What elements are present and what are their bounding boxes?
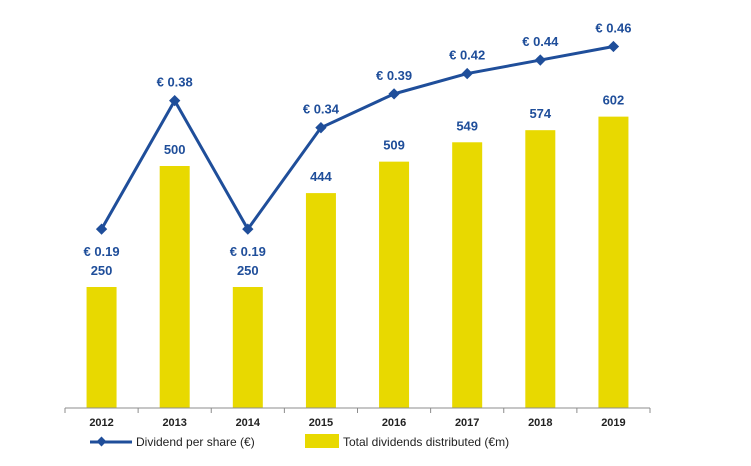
tick-label-2012: 2012 [89, 417, 113, 429]
bar-2019 [598, 116, 629, 408]
line-label-2012: € 0.19 [83, 244, 119, 259]
line-point-2017 [461, 67, 473, 80]
line-label-2019: € 0.46 [595, 21, 631, 36]
legend-bar-swatch [305, 434, 339, 448]
legend-diamond-marker [96, 436, 107, 447]
bar-data-labels: 250 500 250 444 509 549 574 602 [91, 93, 625, 278]
line-label-2014: € 0.19 [230, 244, 266, 259]
tick-label-2017: 2017 [455, 417, 479, 429]
bar-2018 [525, 130, 556, 408]
tick-label-2018: 2018 [528, 417, 552, 429]
bar-2013 [159, 166, 190, 408]
tick-label-2016: 2016 [382, 417, 406, 429]
tick-label-2015: 2015 [309, 417, 333, 429]
line-point-2018 [534, 54, 546, 66]
line-label-2013: € 0.38 [157, 75, 193, 90]
x-axis-tick-labels: 2012 2013 2014 2015 2016 2017 2018 2019 [89, 417, 625, 429]
bar-2015 [305, 193, 336, 408]
bar-label-2017: 549 [456, 118, 478, 133]
bar-2016 [379, 161, 410, 408]
x-axis-ticks [64, 408, 651, 413]
line-data-labels: € 0.19 € 0.38 € 0.19 € 0.34 € 0.39 € 0.42 € 0.… [83, 21, 631, 260]
tick-label-2019: 2019 [601, 417, 625, 429]
bar-label-2015: 444 [310, 169, 332, 184]
line-label-2017: € 0.42 [449, 48, 485, 63]
legend-item-dividend-per-share: Dividend per share (€) [90, 435, 255, 449]
bar-label-2012: 250 [91, 263, 113, 278]
line-point-2019 [607, 40, 620, 53]
bar-2014 [232, 287, 263, 408]
bar-label-2014: 250 [237, 263, 259, 278]
legend-label-line: Dividend per share (€) [136, 435, 255, 449]
legend-label-bar: Total dividends distributed (€m) [343, 435, 509, 449]
line-point-2014 [242, 223, 254, 235]
legend: Dividend per share (€) Total dividends d… [90, 434, 509, 449]
line-label-2016: € 0.39 [376, 68, 412, 83]
bar-label-2018: 574 [529, 106, 551, 121]
bar-label-2016: 509 [383, 138, 405, 153]
line-label-2018: € 0.44 [522, 34, 559, 49]
bar-2017 [452, 142, 483, 408]
bar-label-2019: 602 [603, 93, 625, 108]
tick-label-2013: 2013 [162, 417, 186, 429]
legend-item-total-dividends: Total dividends distributed (€m) [305, 434, 509, 449]
bar-series [86, 116, 629, 408]
dividend-per-share-line [100, 45, 614, 231]
line-point-2016 [388, 88, 400, 100]
line-label-2015: € 0.34 [303, 102, 340, 117]
bar-label-2013: 500 [164, 142, 186, 157]
tick-label-2014: 2014 [236, 417, 261, 429]
bar-2012 [86, 287, 117, 408]
